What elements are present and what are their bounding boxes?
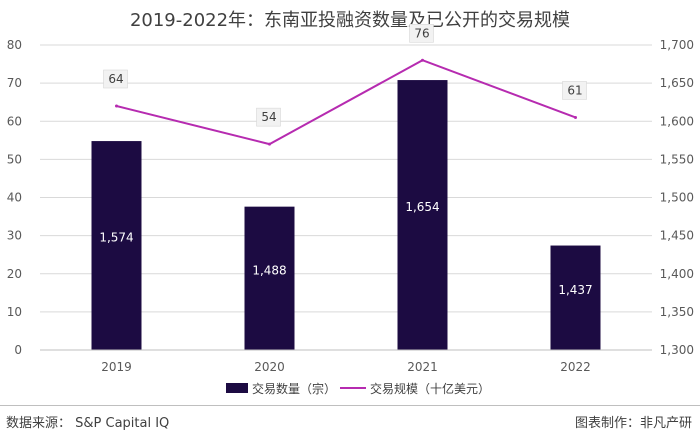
left-tick-label: 40 <box>7 191 22 205</box>
line-path <box>116 59 576 146</box>
right-tick-label: 1,300 <box>660 343 694 357</box>
x-tick-label: 2022 <box>560 360 591 374</box>
line-series: 64 54 76 61 <box>103 24 587 146</box>
legend-bar-label: 交易数量（宗） <box>252 381 336 396</box>
legend: 交易数量（宗） 交易规模（十亿美元） <box>226 381 490 396</box>
legend-bar-swatch <box>226 383 248 393</box>
legend-line-label: 交易规模（十亿美元） <box>370 381 490 396</box>
left-tick-label: 70 <box>7 76 22 90</box>
line-value-label: 76 <box>414 26 429 40</box>
x-tick-label: 2021 <box>407 360 438 374</box>
line-point-2022 <box>574 115 577 119</box>
bar-2022 <box>550 245 601 350</box>
right-axis: 1,300 1,350 1,400 1,450 1,500 1,550 1,600 1,650… <box>660 38 694 357</box>
x-axis: 2019 2020 2021 2022 <box>40 349 652 374</box>
line-value-label: 61 <box>567 83 582 97</box>
bar-value-label: 1,488 <box>252 263 286 277</box>
left-tick-label: 80 <box>7 38 22 52</box>
left-tick-label: 50 <box>7 152 22 166</box>
right-tick-label: 1,550 <box>660 152 694 166</box>
line-value-label: 64 <box>108 72 123 86</box>
right-tick-label: 1,500 <box>660 191 694 205</box>
line-label-box <box>256 107 281 127</box>
right-tick-label: 1,350 <box>660 305 694 319</box>
right-tick-label: 1,400 <box>660 267 694 281</box>
left-tick-label: 30 <box>7 229 22 243</box>
line-label-box <box>562 81 587 100</box>
bar-value-label: 1,574 <box>99 231 133 245</box>
left-tick-label: 10 <box>7 305 22 319</box>
line-value-label: 54 <box>261 110 276 124</box>
chart-credit: 图表制作：非凡产研 <box>574 416 692 431</box>
left-tick-label: 60 <box>7 114 22 128</box>
source-note: 数据来源： S&P Capital IQ <box>6 416 170 431</box>
bar-2021 <box>397 80 448 350</box>
left-tick-label: 0 <box>14 343 22 357</box>
left-axis: 0 10 20 30 40 50 60 70 80 <box>7 38 22 357</box>
x-tick-label: 2019 <box>101 360 132 374</box>
x-tick-label: 2020 <box>254 360 285 374</box>
right-tick-label: 1,650 <box>660 76 694 90</box>
line-point-2019 <box>115 104 118 108</box>
line-point-2021 <box>421 58 424 62</box>
right-tick-label: 1,600 <box>660 114 694 128</box>
left-tick-label: 20 <box>7 267 22 281</box>
right-tick-label: 1,700 <box>660 38 694 52</box>
bar-2019 <box>91 141 142 350</box>
chart-title: 2019-2022年：东南亚投融资数量及已公开的交易规模 <box>129 10 571 31</box>
bar-value-label: 1,654 <box>405 200 439 214</box>
line-label-box <box>409 24 434 43</box>
bar-series: 1,574 1,488 1,654 1,437 <box>91 80 601 350</box>
line-point-2020 <box>268 142 271 146</box>
footer-divider <box>0 405 700 406</box>
bar-2020 <box>244 206 295 350</box>
bar-value-label: 1,437 <box>558 283 592 297</box>
right-tick-label: 1,450 <box>660 229 694 243</box>
line-label-box <box>103 69 128 89</box>
footer: 数据来源： S&P Capital IQ 图表制作：非凡产研 <box>0 405 700 431</box>
